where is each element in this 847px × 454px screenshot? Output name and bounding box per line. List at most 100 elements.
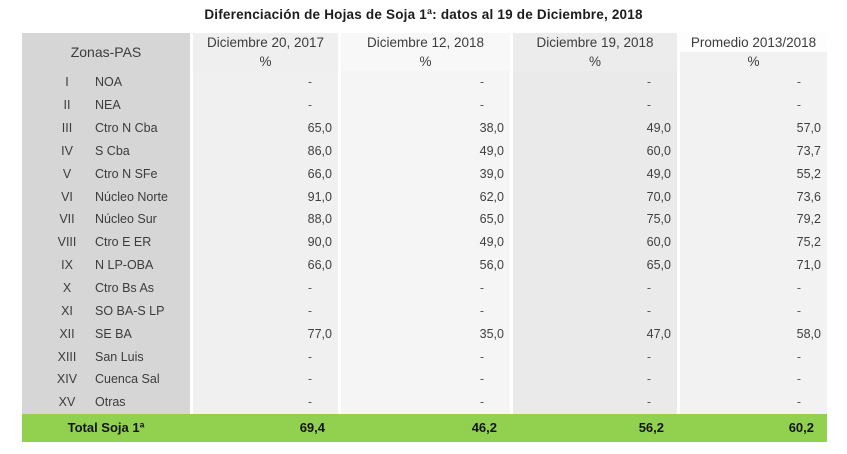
value-promedio: - <box>680 367 827 391</box>
value-dic12-2018: 56,0 <box>341 253 510 277</box>
value-dic12-2018: - <box>341 276 510 300</box>
zone-number: XV <box>58 395 76 410</box>
zone-number: VIII <box>57 235 77 250</box>
zone-number: X <box>62 281 72 296</box>
value-promedio: 73,6 <box>680 185 827 209</box>
value-dic19-2018: 65,0 <box>513 253 677 277</box>
total-value-dic20-2017: 69,4 <box>299 420 325 436</box>
zone-cell: VII Núcleo Sur <box>22 208 190 231</box>
data-table: Zonas-PAS Diciembre 20, 2017 % Diciembre… <box>22 33 827 443</box>
header-unit-label: % <box>513 52 677 71</box>
zone-name: Ctro Bs As <box>95 281 155 296</box>
value-dic12-2018: 39,0 <box>341 162 510 186</box>
value-dic12-2018: - <box>341 299 510 323</box>
zone-number: VII <box>59 212 75 227</box>
value-dic20-2017: 88,0 <box>193 208 338 231</box>
value-dic19-2018: 49,0 <box>513 162 677 186</box>
value-promedio: - <box>680 93 827 117</box>
value-dic19-2018: 49,0 <box>513 116 677 140</box>
table-row: II NEA - - - - <box>22 93 827 117</box>
value-dic20-2017: 86,0 <box>193 139 338 163</box>
value-dic19-2018: - <box>513 390 677 414</box>
value-dic19-2018: 47,0 <box>513 322 677 346</box>
table-row: VIII Ctro E ER 90,0 49,0 60,0 75,2 <box>22 230 827 254</box>
table-row: XIV Cuenca Sal - - - - <box>22 367 827 391</box>
zone-number: XII <box>59 326 75 341</box>
zone-cell: X Ctro Bs As <box>22 276 190 300</box>
zone-name: NOA <box>95 75 123 90</box>
value-promedio: 73,7 <box>680 139 827 163</box>
zone-name: Ctro N Cba <box>95 121 158 136</box>
value-dic20-2017: 77,0 <box>193 322 338 346</box>
value-dic19-2018: - <box>513 276 677 300</box>
zone-cell: XI SO BA-S LP <box>22 299 190 323</box>
value-dic20-2017: 90,0 <box>193 230 338 254</box>
zone-cell: II NEA <box>22 93 190 117</box>
header-zonas-label: Zonas-PAS <box>70 44 142 60</box>
zone-number: V <box>62 166 72 181</box>
total-label: Total Soja 1ª <box>67 420 145 436</box>
table-row: XI SO BA-S LP - - - - <box>22 299 827 323</box>
value-promedio: - <box>680 276 827 300</box>
value-dic20-2017: - <box>193 71 338 94</box>
value-dic12-2018: - <box>341 345 510 368</box>
zone-number: XIII <box>57 349 77 364</box>
zone-name: Núcleo Sur <box>95 212 157 227</box>
zone-cell: IX N LP-OBA <box>22 253 190 277</box>
header-cell-dic19-2018: Diciembre 19, 2018 % <box>513 33 677 71</box>
zone-name: Ctro N SFe <box>95 166 158 181</box>
value-dic12-2018: 35,0 <box>341 322 510 346</box>
header-unit-label: % <box>341 52 510 71</box>
value-dic20-2017: 65,0 <box>193 116 338 140</box>
value-dic20-2017: 66,0 <box>193 253 338 277</box>
zone-name: San Luis <box>95 349 144 364</box>
table-row: VI Núcleo Norte 91,0 62,0 70,0 73,6 <box>22 185 827 209</box>
value-dic12-2018: 38,0 <box>341 116 510 140</box>
table-row: XII SE BA 77,0 35,0 47,0 58,0 <box>22 322 827 346</box>
zone-cell: XIII San Luis <box>22 345 190 368</box>
value-promedio: 55,2 <box>680 162 827 186</box>
value-dic19-2018: - <box>513 93 677 117</box>
value-promedio: - <box>680 299 827 323</box>
table-row: VII Núcleo Sur 88,0 65,0 75,0 79,2 <box>22 208 827 231</box>
value-dic20-2017: - <box>193 390 338 414</box>
zone-name: Núcleo Norte <box>95 189 168 204</box>
table-row: V Ctro N SFe 66,0 39,0 49,0 55,2 <box>22 162 827 186</box>
zone-name: Ctro E ER <box>95 235 152 250</box>
total-value-dic19-2018: 56,2 <box>638 420 664 436</box>
page-title: Diferenciación de Hojas de Soja 1ª: dato… <box>204 7 643 22</box>
zone-name: N LP-OBA <box>95 258 154 273</box>
table-row: XIII San Luis - - - - <box>22 345 827 368</box>
zone-cell: IV S Cba <box>22 139 190 163</box>
value-dic20-2017: - <box>193 93 338 117</box>
zone-cell: III Ctro N Cba <box>22 116 190 140</box>
value-dic19-2018: - <box>513 71 677 94</box>
table-row: I NOA - - - - <box>22 71 827 94</box>
zone-name: NEA <box>95 98 121 113</box>
zone-number: XIV <box>56 372 78 387</box>
value-dic20-2017: - <box>193 367 338 391</box>
value-dic12-2018: 49,0 <box>341 230 510 254</box>
table-header: Zonas-PAS Diciembre 20, 2017 % Diciembre… <box>22 33 827 71</box>
header-unit-label: % <box>193 52 338 71</box>
value-dic19-2018: - <box>513 367 677 391</box>
zone-cell: I NOA <box>22 71 190 94</box>
zone-number: III <box>61 121 73 136</box>
zone-number: XI <box>61 303 73 318</box>
table-body: I NOA - - - - II NEA - - - - III Ctro N … <box>22 71 827 414</box>
value-dic12-2018: 62,0 <box>341 185 510 209</box>
total-row: Total Soja 1ª 69,4 46,2 56,2 60,2 <box>22 413 827 443</box>
table-row: X Ctro Bs As - - - - <box>22 276 827 300</box>
value-dic19-2018: 70,0 <box>513 185 677 209</box>
value-dic20-2017: - <box>193 276 338 300</box>
zone-number: II <box>63 98 71 113</box>
value-dic19-2018: - <box>513 299 677 323</box>
table-row: IX N LP-OBA 66,0 56,0 65,0 71,0 <box>22 253 827 277</box>
header-date-label: Promedio 2013/2018 <box>680 33 827 52</box>
value-dic19-2018: 60,0 <box>513 139 677 163</box>
table-row: IV S Cba 86,0 49,0 60,0 73,7 <box>22 139 827 163</box>
total-value-promedio: 60,2 <box>788 420 814 436</box>
header-date-label: Diciembre 19, 2018 <box>513 33 677 52</box>
zone-number: I <box>65 75 69 90</box>
header-cell-dic12-2018: Diciembre 12, 2018 % <box>341 33 510 71</box>
